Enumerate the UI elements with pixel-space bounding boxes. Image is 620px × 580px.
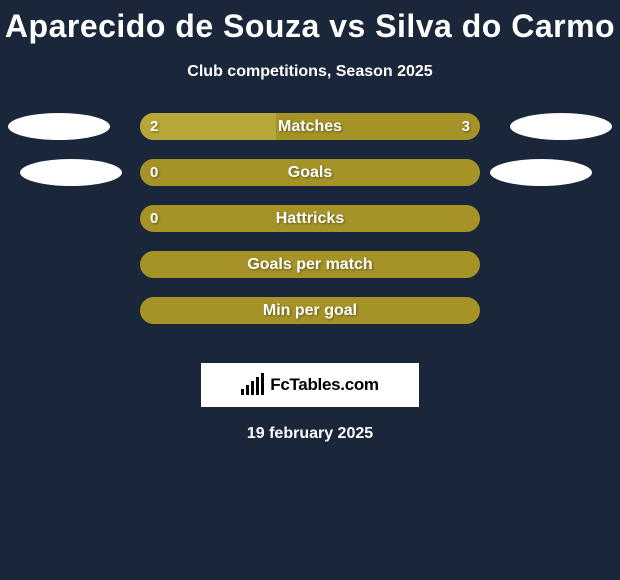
- stat-row: Min per goal: [0, 297, 620, 324]
- stat-label: Goals per match: [140, 251, 480, 278]
- stat-bar: Hattricks0: [140, 205, 480, 232]
- stat-value-right: 3: [462, 113, 470, 140]
- stat-bar: Matches23: [140, 113, 480, 140]
- stat-value-left: 2: [150, 113, 158, 140]
- team-badge-right: [490, 159, 592, 186]
- stat-bar: Min per goal: [140, 297, 480, 324]
- stat-label: Goals: [140, 159, 480, 186]
- date-label: 19 february 2025: [0, 425, 620, 443]
- chart-icon: [241, 375, 264, 395]
- stat-bar-left-fill: [140, 113, 276, 140]
- stat-row: Goals0: [0, 159, 620, 186]
- stat-bar: Goals0: [140, 159, 480, 186]
- team-badge-left: [8, 113, 110, 140]
- brand-logo: FcTables.com: [201, 363, 419, 407]
- stat-label: Hattricks: [140, 205, 480, 232]
- stat-value-left: 0: [150, 159, 158, 186]
- comparison-chart: Matches23Goals0Hattricks0Goals per match…: [0, 113, 620, 353]
- brand-logo-text: FcTables.com: [270, 375, 379, 395]
- page-title: Aparecido de Souza vs Silva do Carmo: [0, 0, 620, 45]
- stat-bar: Goals per match: [140, 251, 480, 278]
- subtitle: Club competitions, Season 2025: [0, 63, 620, 81]
- stat-row: Goals per match: [0, 251, 620, 278]
- stat-label: Min per goal: [140, 297, 480, 324]
- stat-row: Matches23: [0, 113, 620, 140]
- stat-row: Hattricks0: [0, 205, 620, 232]
- team-badge-left: [20, 159, 122, 186]
- team-badge-right: [510, 113, 612, 140]
- stat-value-left: 0: [150, 205, 158, 232]
